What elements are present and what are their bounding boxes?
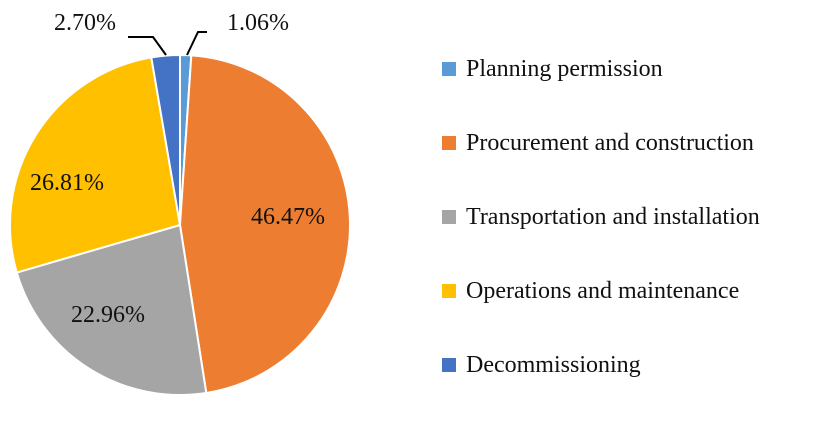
pie-slices: [9, 53, 351, 396]
pie-chart-svg: 1.06% 46.47% 22.96% 26.81% 2.70%: [9, 10, 351, 396]
data-label-decommissioning: 2.70%: [54, 10, 116, 36]
legend-item-operations-and-maintenance: Operations and maintenance: [442, 274, 829, 348]
legend-swatch: [442, 136, 456, 150]
pie-slice-procurement-and-construction: [178, 54, 351, 395]
leader-line-planning-permission: [186, 31, 207, 56]
leader-lines: [128, 31, 207, 56]
pie-slice-transportation-and-installation: [15, 223, 208, 396]
legend-item-planning-permission: Planning permission: [442, 52, 829, 126]
legend-item-decommissioning: Decommissioning: [442, 348, 829, 422]
data-label-planning-permission: 1.06%: [227, 10, 289, 36]
legend-item-procurement-and-construction: Procurement and construction: [442, 126, 829, 200]
legend-swatch: [442, 358, 456, 372]
legend-label: Decommissioning: [466, 352, 641, 378]
data-labels: 1.06% 46.47% 22.96% 26.81% 2.70%: [30, 10, 325, 328]
legend-swatch: [442, 284, 456, 298]
legend-label: Procurement and construction: [466, 130, 754, 156]
pie-slice-operations-and-maintenance: [9, 56, 182, 274]
legend-swatch: [442, 62, 456, 76]
data-label-operations-and-maintenance: 26.81%: [30, 170, 104, 196]
legend: Planning permission Procurement and cons…: [442, 52, 829, 422]
data-label-transportation-and-installation: 22.96%: [71, 302, 145, 328]
leader-line-decommissioning: [128, 36, 167, 56]
pie-slice-decommissioning: [150, 53, 181, 226]
legend-label: Transportation and installation: [466, 204, 760, 230]
data-label-procurement-and-construction: 46.47%: [251, 204, 325, 230]
legend-label: Operations and maintenance: [466, 278, 740, 304]
legend-swatch: [442, 210, 456, 224]
legend-label: Planning permission: [466, 56, 663, 82]
legend-item-transportation-and-installation: Transportation and installation: [442, 200, 829, 274]
